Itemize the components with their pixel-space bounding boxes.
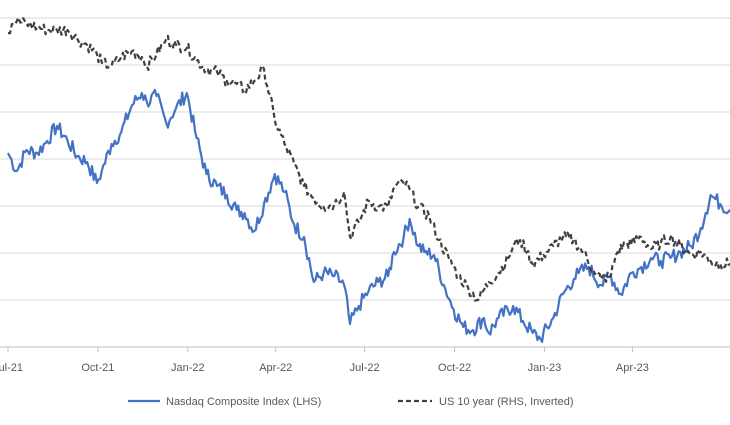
x-tick-label-3: Apr-22 [259,362,292,374]
x-tick-label-1: Oct-21 [81,362,114,374]
gridlines [0,17,730,348]
x-tick-label-2: Jan-22 [171,362,205,374]
x-tick-label-4: Jul-22 [350,362,380,374]
x-tick-label-5: Oct-22 [438,362,471,374]
series-line-nasdaq [7,88,730,343]
x-tick-label-0: Jul-21 [0,362,23,374]
x-axis-ticks: Jul-21 Oct-21 Jan-22 Apr-22 Jul-22 Oct-22 Jan-… [0,347,649,374]
series-layer [7,16,730,343]
legend-label-us10y: US 10 year (RHS, Inverted) [439,396,574,408]
x-tick-label-7: Apr-23 [616,362,649,374]
x-tick-label-6: Jan-23 [528,362,562,374]
legend: Nasdaq Composite Index (LHS) US 10 year … [128,396,574,408]
legend-label-nasdaq: Nasdaq Composite Index (LHS) [166,396,321,408]
